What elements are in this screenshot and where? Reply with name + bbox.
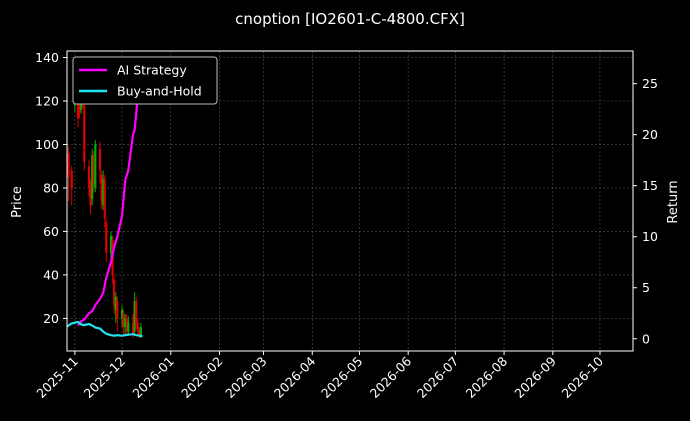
left-tick-label: 20 bbox=[43, 311, 59, 326]
candle-body bbox=[102, 179, 105, 206]
candle-body bbox=[125, 318, 128, 332]
x-tick-label: 2026-03 bbox=[222, 354, 270, 402]
x-tick-label: 2026-09 bbox=[511, 353, 559, 401]
x-tick-label: 2026-07 bbox=[414, 354, 462, 402]
candle-body bbox=[127, 322, 130, 332]
candle-body bbox=[67, 153, 70, 178]
ai-strategy-line bbox=[77, 68, 142, 327]
candle-body bbox=[103, 179, 106, 219]
candle-body bbox=[124, 318, 127, 328]
candle-body bbox=[131, 322, 135, 334]
left-tick-label: 140 bbox=[35, 50, 59, 65]
legend-label-buy-and-hold: Buy-and-Hold bbox=[117, 84, 202, 99]
candlesticks bbox=[67, 72, 142, 338]
left-tick-label: 40 bbox=[43, 267, 59, 282]
left-tick-label: 100 bbox=[35, 137, 59, 152]
candle-body bbox=[109, 235, 113, 254]
candle-body bbox=[83, 105, 86, 162]
left-axis: 20 40 60 80 100 120 140 bbox=[35, 50, 67, 326]
candle-body bbox=[120, 309, 124, 319]
x-tick-label: 2026-05 bbox=[318, 354, 366, 402]
chart-title: cnoption [IO2601-C-4800.CFX] bbox=[235, 10, 465, 28]
legend-box bbox=[72, 56, 218, 105]
candle-body bbox=[98, 148, 102, 171]
x-tick-label: 2025-12 bbox=[81, 354, 129, 402]
candle-body bbox=[91, 155, 94, 199]
right-tick-label: 10 bbox=[642, 229, 658, 244]
legend-label-ai-strategy: AI Strategy bbox=[117, 63, 187, 78]
right-tick-label: 20 bbox=[642, 127, 658, 142]
candle-body bbox=[122, 314, 125, 328]
x-tick-label: 2026-10 bbox=[559, 353, 607, 401]
left-tick-label: 80 bbox=[43, 180, 59, 195]
candle-body bbox=[113, 279, 116, 306]
right-tick-label: 0 bbox=[642, 331, 650, 346]
left-tick-label: 120 bbox=[35, 94, 59, 109]
y-axis-left-title: Price bbox=[10, 186, 25, 218]
x-tick-label: 2026-06 bbox=[367, 353, 415, 401]
candle-body bbox=[100, 174, 103, 201]
candle-body bbox=[92, 155, 95, 184]
buy-and-hold-line bbox=[66, 320, 143, 338]
series-lines bbox=[66, 68, 143, 338]
x-tick-label: 2025-11 bbox=[33, 354, 81, 402]
candle-body bbox=[87, 166, 91, 188]
x-tick-label: 2026-08 bbox=[463, 353, 511, 401]
candle-body bbox=[94, 144, 97, 188]
right-tick-label: 15 bbox=[642, 178, 658, 193]
candle-body bbox=[89, 187, 92, 206]
left-tick-label: 60 bbox=[43, 224, 59, 239]
candle-body bbox=[135, 301, 138, 323]
legend: AI Strategy Buy-and-Hold bbox=[72, 56, 218, 105]
candle-body bbox=[133, 301, 136, 332]
candle-body bbox=[70, 170, 73, 188]
right-tick-label: 25 bbox=[642, 76, 658, 91]
candle-body bbox=[114, 296, 117, 310]
candle-body bbox=[136, 322, 139, 332]
x-tick-label: 2026-04 bbox=[271, 353, 319, 401]
candle-body bbox=[139, 327, 142, 336]
candle-body bbox=[138, 331, 141, 336]
right-axis: 0 5 10 15 20 25 bbox=[633, 76, 658, 346]
plot-frame bbox=[66, 50, 634, 352]
x-tick-label: 2026-01 bbox=[129, 354, 177, 402]
candle-body bbox=[105, 222, 108, 254]
right-tick-label: 5 bbox=[642, 280, 650, 295]
x-tick-label: 2026-02 bbox=[178, 354, 226, 402]
candle-body bbox=[116, 301, 119, 319]
y-axis-right-title: Return bbox=[666, 180, 681, 223]
